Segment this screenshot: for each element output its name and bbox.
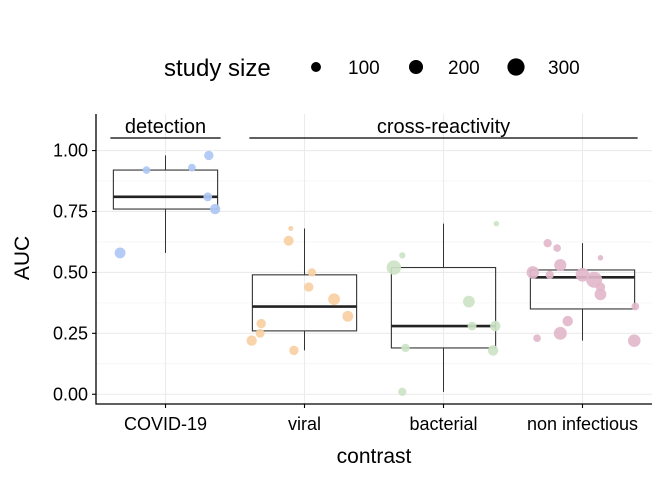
- data-point: [283, 235, 294, 246]
- box-covid-19: [112, 155, 219, 253]
- data-point: [631, 302, 640, 311]
- iqr-box: [112, 169, 219, 210]
- legend-entry-label: 200: [448, 58, 480, 79]
- box-bacterial: [390, 223, 497, 392]
- data-point: [562, 315, 573, 327]
- data-point: [597, 255, 604, 261]
- data-point: [342, 310, 354, 322]
- data-point: [575, 267, 590, 282]
- data-point: [526, 266, 540, 279]
- group-label: cross-reactivity: [377, 116, 510, 138]
- legend-entry-label: 300: [548, 58, 580, 79]
- data-point: [188, 163, 196, 172]
- y-tick-label: 1.00: [53, 141, 88, 161]
- data-point: [204, 150, 214, 161]
- group-label: detection: [125, 116, 206, 138]
- data-point: [627, 334, 641, 347]
- data-point: [462, 295, 475, 308]
- data-point: [545, 270, 554, 279]
- data-point: [307, 268, 317, 277]
- data-point: [533, 334, 541, 343]
- data-point: [289, 345, 299, 356]
- x-tick-label: bacterial: [409, 414, 477, 434]
- data-point: [399, 252, 406, 259]
- data-point: [142, 166, 151, 174]
- y-axis-title: AUC: [11, 236, 34, 280]
- y-tick-label: 0.25: [53, 323, 88, 343]
- data-point: [487, 345, 499, 356]
- data-point: [328, 293, 340, 306]
- legend-title: study size: [164, 55, 271, 82]
- legend-size-marker: [408, 59, 424, 75]
- data-point: [386, 260, 402, 275]
- iqr-box: [251, 274, 358, 332]
- study-size-legend: study size 100 200 300: [164, 55, 580, 82]
- data-point: [246, 335, 257, 346]
- y-tick-label: 0.00: [53, 384, 88, 404]
- data-point: [203, 192, 213, 202]
- data-point: [304, 282, 314, 292]
- data-point: [553, 244, 561, 252]
- y-tick-label: 0.75: [53, 201, 88, 221]
- data-point: [114, 247, 126, 259]
- data-point: [554, 259, 567, 272]
- legend-size-marker: [311, 62, 321, 72]
- data-point: [490, 320, 501, 332]
- data-point: [288, 226, 294, 232]
- data-point: [493, 220, 500, 227]
- box-viral: [251, 228, 358, 351]
- iqr-box: [390, 266, 497, 349]
- x-axis-title: contrast: [337, 445, 412, 468]
- data-point: [209, 203, 221, 215]
- data-point: [256, 318, 266, 329]
- y-tick-label: 0.50: [53, 262, 88, 282]
- data-point: [401, 343, 410, 353]
- x-tick-label: non infectious: [527, 414, 638, 434]
- data-point: [467, 321, 477, 331]
- data-point: [398, 387, 407, 396]
- data-point: [594, 288, 607, 301]
- data-point: [255, 328, 265, 338]
- data-point: [553, 326, 567, 340]
- data-point: [543, 239, 552, 248]
- x-tick-label: viral: [288, 414, 321, 434]
- x-tick-label: COVID-19: [124, 414, 207, 434]
- legend-entry-label: 100: [348, 58, 380, 79]
- legend-size-marker: [507, 58, 525, 76]
